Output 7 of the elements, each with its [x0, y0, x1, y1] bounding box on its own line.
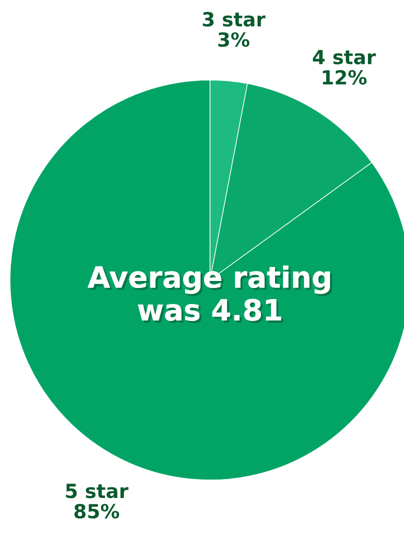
- data-label: 3%: [218, 32, 250, 47]
- slice-label: 4 star: [312, 50, 376, 64]
- slice-label: 3 star: [202, 12, 266, 27]
- text: Average rating was 4.81: [88, 265, 332, 323]
- slice-label: 5 star: [66, 484, 128, 498]
- data-label: 12%: [322, 70, 367, 85]
- data-label: 85%: [74, 504, 120, 519]
